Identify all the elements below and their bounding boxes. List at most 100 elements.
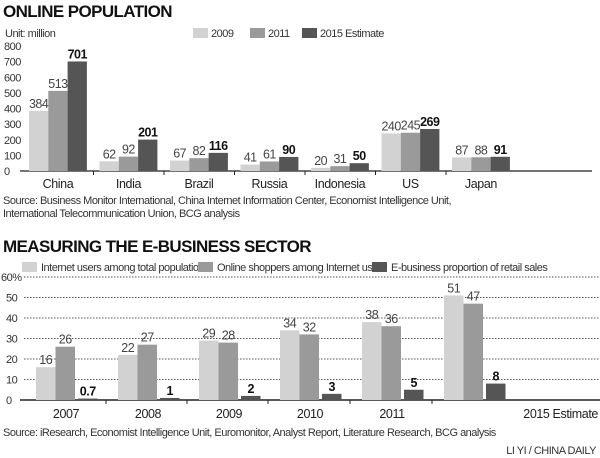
bar-indonesia-2011 [330, 166, 350, 171]
y-tick-label: 200 [4, 135, 21, 147]
category-label: US [402, 177, 419, 191]
data-label: 92 [122, 143, 135, 157]
y-tick-label: 20 [6, 354, 18, 366]
bar-2008-series3 [160, 397, 180, 400]
y-tick-label: 700 [4, 57, 21, 69]
category-label: Brazil [185, 177, 214, 191]
data-label: 62 [103, 147, 116, 161]
legend-label: 2011 [268, 28, 290, 40]
chart2-title: MEASURING THE E-BUSINESS SECTOR [3, 237, 311, 256]
bar-japan-2009 [452, 157, 472, 171]
bar-us-2011 [400, 132, 421, 171]
category-label: 2010 [297, 407, 324, 421]
legend-swatch [372, 262, 387, 272]
bar-brazil-2015-estimate [208, 152, 228, 171]
bar-india-2009 [99, 161, 119, 171]
data-label: 240 [381, 120, 401, 134]
data-label: 29 [202, 327, 215, 341]
legend-swatch [250, 28, 265, 38]
data-label: 28 [222, 329, 235, 343]
data-label: 51 [447, 281, 460, 295]
data-label: 16 [39, 353, 52, 367]
bar-brazil-2011 [189, 158, 209, 171]
data-label: 384 [29, 97, 49, 111]
data-label: 50 [353, 149, 366, 163]
legend-label: Online shoppers among Internet users [217, 262, 387, 274]
y-tick-label: 40 [6, 313, 18, 325]
data-label: 22 [121, 341, 134, 355]
data-label: 269 [420, 115, 440, 129]
category-label: India [116, 177, 142, 191]
bar-china-2011 [48, 90, 68, 171]
data-label: 32 [303, 320, 316, 334]
data-label: 26 [59, 333, 72, 347]
bar-indonesia-2015-estimate [349, 163, 369, 171]
category-label: Indonesia [315, 177, 366, 191]
chart1-unit: Unit: million [5, 28, 56, 40]
bar-2011-series3 [404, 389, 424, 400]
legend-swatch [193, 28, 208, 38]
bar-us-2009 [381, 133, 401, 171]
y-tick-label: 0 [6, 395, 12, 407]
data-label: 47 [467, 290, 480, 304]
bar-2015-estimate-series1 [444, 295, 464, 400]
legend-label: 2015 Estimate [320, 28, 384, 40]
data-label: 8 [493, 370, 500, 384]
data-label: 20 [314, 154, 327, 168]
y-tick-label: 300 [4, 119, 21, 131]
category-label: Japan [465, 177, 498, 191]
y-tick-label: 400 [4, 104, 21, 116]
bar-2008-series2 [137, 344, 157, 400]
data-label: 245 [401, 119, 421, 133]
data-label: 3 [329, 380, 336, 394]
y-tick-label: 50 [6, 293, 18, 305]
legend-swatch [302, 28, 317, 38]
bar-us-2015-estimate [420, 128, 440, 171]
legend-swatch [198, 262, 213, 272]
legend-label: 2009 [211, 28, 234, 40]
data-label: 27 [141, 331, 154, 345]
credit: LI YI / CHINA DAILY [506, 445, 597, 457]
data-label: 2 [248, 382, 255, 396]
bar-russia-2015-estimate [279, 156, 299, 171]
bar-2009-series2 [218, 342, 238, 400]
bar-china-2015-estimate [67, 61, 87, 171]
bar-2009-series3 [241, 395, 261, 400]
bar-china-2009 [29, 111, 49, 171]
y-tick-label: 0 [4, 166, 10, 178]
data-label: 116 [209, 139, 228, 153]
legend-swatch [22, 262, 37, 272]
data-label: 90 [282, 143, 295, 157]
bar-2007-series1 [36, 367, 56, 400]
bar-2011-series1 [362, 322, 382, 400]
y-tick-label: 100 [4, 150, 21, 162]
category-label: 2011 [379, 407, 405, 421]
data-label: 701 [68, 47, 88, 61]
y-tick-label: 800 [4, 41, 21, 53]
bar-india-2011 [118, 156, 139, 171]
bar-2015-estimate-series3 [486, 383, 506, 400]
data-label: 34 [283, 316, 296, 330]
bar-2008-series1 [118, 354, 138, 400]
data-label: 82 [192, 144, 205, 158]
y-tick-label: 60% [1, 272, 22, 284]
chart1-title: ONLINE POPULATION [3, 2, 172, 21]
bar-indonesia-2009 [311, 167, 331, 171]
category-label: 2008 [135, 407, 162, 421]
bar-2009-series1 [199, 340, 219, 400]
data-label: 513 [48, 77, 68, 91]
bar-2011-series2 [381, 326, 401, 400]
data-label: 91 [494, 143, 507, 157]
chart1-source-line2: International Telecommunication Union, B… [3, 208, 241, 220]
data-label: 87 [455, 143, 468, 157]
category-label: 2015 Estimate [523, 407, 598, 421]
category-label: 2007 [53, 407, 80, 421]
bar-russia-2011 [259, 161, 280, 171]
chart2-source: Source: iResearch, Economist Intelligenc… [3, 427, 497, 439]
data-label: 88 [474, 143, 487, 157]
data-label: 38 [365, 308, 378, 322]
data-label: 201 [138, 126, 158, 140]
bar-2010-series2 [299, 334, 319, 400]
